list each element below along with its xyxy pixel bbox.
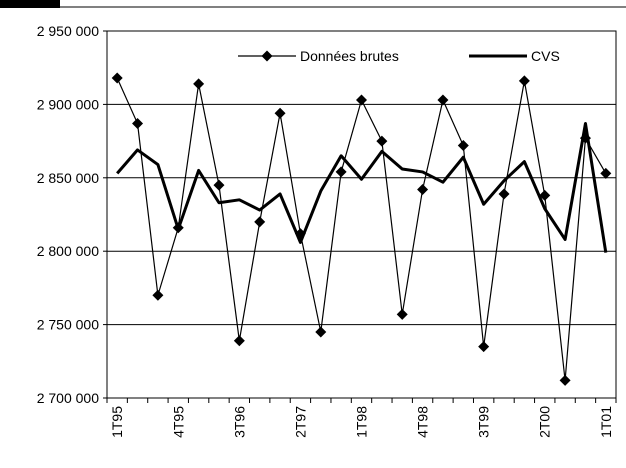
data-point <box>457 140 469 152</box>
x-tick-label: 4T95 <box>170 406 186 438</box>
data-point <box>600 167 612 179</box>
x-tick-label: 4T98 <box>415 406 431 438</box>
data-point <box>132 117 144 129</box>
data-point <box>152 289 164 301</box>
plot-frame <box>106 30 617 399</box>
data-point <box>213 179 225 191</box>
data-point <box>193 78 205 90</box>
data-point <box>315 326 327 338</box>
data-point <box>356 94 367 106</box>
y-tick-label: 2 900 000 <box>37 96 99 112</box>
data-point <box>417 184 429 196</box>
y-tick-label: 2 850 000 <box>37 170 99 186</box>
legend-label: Données brutes <box>300 48 399 64</box>
data-point <box>335 166 347 178</box>
legend-marker <box>261 50 273 62</box>
data-point <box>539 189 551 201</box>
data-point <box>274 107 286 119</box>
data-point <box>498 188 510 200</box>
x-tick-label: 1T01 <box>598 406 614 438</box>
x-tick-label: 1T98 <box>354 406 370 438</box>
y-tick-label: 2 700 000 <box>37 390 99 406</box>
x-tick-label: 2T00 <box>537 406 553 438</box>
x-tick-label: 2T97 <box>292 406 308 438</box>
data-point <box>559 374 571 386</box>
data-point <box>111 72 123 84</box>
data-point <box>396 308 408 320</box>
x-tick-label: 3T99 <box>476 406 492 438</box>
series-line <box>116 77 607 381</box>
y-tick-label: 2 750 000 <box>37 317 99 333</box>
data-point <box>437 94 449 106</box>
data-point <box>376 135 388 147</box>
data-point <box>518 75 530 87</box>
series-line <box>116 121 608 253</box>
x-tick-label: 1T95 <box>109 406 125 438</box>
data-point <box>478 341 490 353</box>
data-point <box>254 216 266 228</box>
header-bar <box>0 0 60 8</box>
y-tick-label: 2 800 000 <box>37 243 99 259</box>
legend-label: CVS <box>531 48 560 64</box>
data-point <box>233 335 245 347</box>
y-tick-label: 2 950 000 <box>37 23 99 39</box>
x-tick-label: 3T96 <box>231 406 247 438</box>
